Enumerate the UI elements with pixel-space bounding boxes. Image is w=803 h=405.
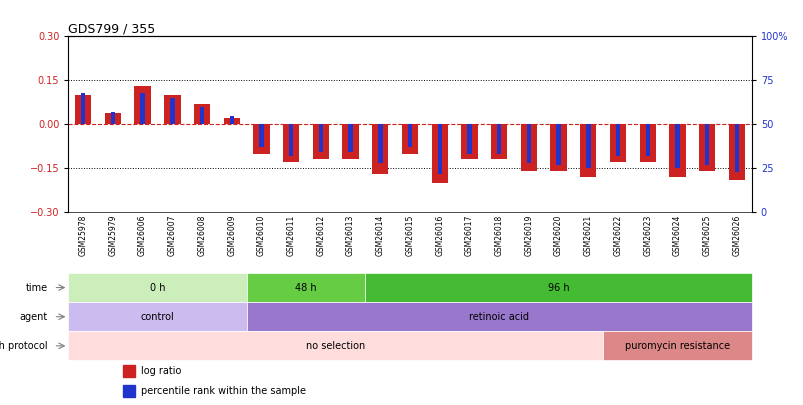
Bar: [170, 98, 174, 124]
Text: 0 h: 0 h: [149, 283, 165, 292]
Bar: [550, 124, 566, 171]
Bar: [141, 93, 145, 124]
Bar: [609, 124, 626, 162]
Bar: [253, 124, 269, 153]
Bar: [348, 124, 353, 152]
Bar: [491, 124, 507, 160]
Bar: [675, 124, 679, 168]
Bar: [402, 124, 418, 153]
Bar: [247, 302, 751, 331]
Bar: [312, 124, 328, 160]
Text: percentile rank within the sample: percentile rank within the sample: [141, 386, 305, 396]
Bar: [437, 124, 442, 174]
Bar: [526, 124, 531, 163]
Bar: [68, 331, 602, 360]
Bar: [377, 124, 382, 163]
Bar: [259, 124, 263, 147]
Bar: [704, 124, 708, 165]
Text: retinoic acid: retinoic acid: [469, 312, 528, 322]
Bar: [431, 124, 447, 183]
Bar: [68, 273, 247, 302]
Bar: [283, 124, 299, 162]
Bar: [342, 124, 358, 160]
Bar: [75, 95, 92, 124]
Text: control: control: [141, 312, 174, 322]
Bar: [461, 124, 477, 160]
Bar: [81, 93, 85, 124]
Bar: [407, 124, 412, 147]
Bar: [556, 124, 560, 165]
Bar: [602, 331, 751, 360]
Bar: [229, 115, 234, 124]
Bar: [734, 124, 738, 172]
Bar: [223, 119, 239, 124]
Bar: [638, 124, 655, 162]
Bar: [496, 124, 501, 154]
Bar: [580, 124, 596, 177]
Bar: [111, 112, 115, 124]
Bar: [372, 124, 388, 174]
Text: time: time: [26, 283, 47, 292]
Bar: [728, 124, 744, 180]
Bar: [645, 124, 649, 156]
Bar: [200, 107, 204, 124]
Bar: [104, 113, 121, 124]
Bar: [164, 95, 181, 124]
Text: growth protocol: growth protocol: [0, 341, 47, 351]
Bar: [467, 124, 471, 154]
Bar: [520, 124, 536, 171]
Bar: [288, 124, 293, 156]
Bar: [68, 302, 247, 331]
Text: 48 h: 48 h: [295, 283, 316, 292]
Text: 96 h: 96 h: [547, 283, 569, 292]
Bar: [698, 124, 715, 171]
Text: log ratio: log ratio: [141, 366, 181, 375]
Bar: [247, 273, 365, 302]
Bar: [123, 364, 135, 377]
Bar: [318, 124, 323, 152]
Text: agent: agent: [19, 312, 47, 322]
Bar: [134, 86, 151, 124]
Bar: [194, 104, 210, 124]
Bar: [585, 124, 590, 168]
Text: no selection: no selection: [306, 341, 365, 351]
Bar: [615, 124, 619, 156]
Bar: [123, 385, 135, 397]
Bar: [365, 273, 751, 302]
Text: GDS799 / 355: GDS799 / 355: [68, 22, 156, 35]
Text: puromycin resistance: puromycin resistance: [624, 341, 729, 351]
Bar: [668, 124, 685, 177]
